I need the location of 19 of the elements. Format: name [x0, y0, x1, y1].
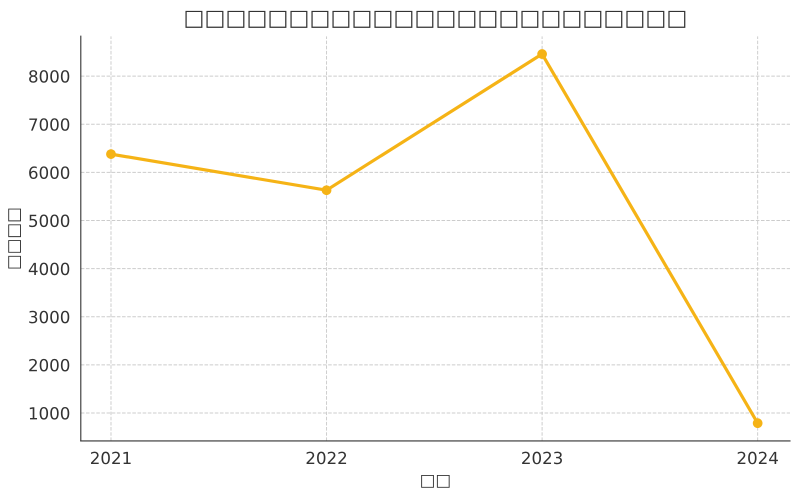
y-tick-label: 3000	[29, 310, 70, 324]
y-tick-label: 2000	[29, 358, 70, 372]
x-tick-label: 2024	[738, 452, 778, 464]
y-tick-label: 8000	[29, 70, 70, 83]
y-tick-label: 1000	[30, 406, 70, 420]
x-tick-label: 2022	[306, 452, 346, 464]
y-axis-title: □□□□	[8, 208, 21, 269]
x-tick-label: 2023	[522, 452, 562, 464]
y-tick-label: 6000	[29, 166, 70, 179]
y-tick-label: 4000	[28, 262, 70, 276]
y-tick-label: 7000	[29, 118, 70, 131]
point	[752, 418, 763, 428]
y-tick-label: 5000	[29, 214, 70, 228]
point	[537, 49, 547, 59]
chart-title: □□□□□□□□□□□□□□□□□□□□□□□□	[185, 10, 686, 28]
x-tick-label: 2021	[90, 452, 131, 464]
point	[106, 149, 116, 159]
point	[322, 185, 332, 196]
x-axis-title: □□	[421, 475, 450, 488]
